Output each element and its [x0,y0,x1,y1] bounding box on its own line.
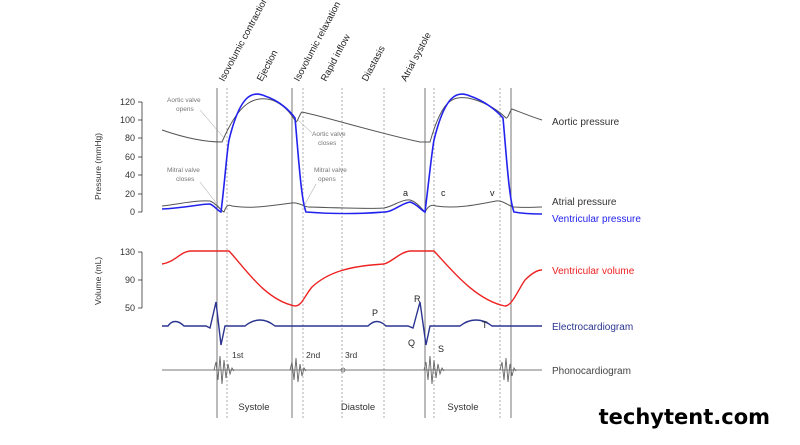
ecg-wave-q: Q [408,338,415,348]
heart-sound-2nd: 2nd [306,350,320,360]
atrial-wave-a: a [403,188,408,198]
label-atrial-pressure: Atrial pressure [552,197,617,208]
phonocardiogram [162,355,542,385]
annotation-mitral-closes-line2: closes [176,176,195,183]
label-phonocardiogram: Phonocardiogram [552,366,631,377]
annotation-aortic-closes-line1: Aortic valve [312,131,346,138]
phase-ejection: Ejection [255,48,281,83]
ecg-wave-labels: P Q R S T [372,294,488,354]
pressure-tick-label: 120 [120,97,135,107]
ecg-wave-p: P [372,308,378,318]
annotation-aortic-opens-line2: opens [176,106,194,113]
heart-sound-3rd: 3rd [345,350,358,360]
heart-sound-1st: 1st [232,350,244,360]
pressure-tick-label: 20 [125,189,135,199]
heart-sound-labels: 1st 2nd 3rd [232,350,358,360]
volume-tick-label: 50 [125,303,135,313]
phase-labels: Isovolumic contraction Ejection Isovolum… [217,0,434,83]
aortic-pressure-curve [161,97,543,143]
volume-axis: 130 90 50 Volume (mL) [93,247,143,313]
label-aortic-pressure: Aortic pressure [552,117,620,128]
ventricular-pressure-curve [161,93,543,215]
ecg-wave-r: R [414,294,421,304]
label-ventricular-volume: Ventricular volume [552,266,635,277]
phono-s2-burst [289,357,307,383]
annotation-aortic-opens-line1: Aortic valve [167,97,201,104]
period-systole: Systole [447,402,478,413]
pressure-axis-title: Pressure (mmHg) [93,133,103,200]
pressure-tick-label: 40 [125,170,135,180]
label-electrocardiogram: Electrocardiogram [552,322,633,333]
annotation-leader [199,181,221,209]
pressure-axis: 120 100 80 60 40 20 0 Pressure (mmHg) [93,97,143,217]
volume-tick-label: 90 [125,275,135,285]
ecg-wave-t: T [482,320,488,330]
annotation-mitral-closes-line1: Mitral valve [167,167,200,174]
atrial-pressure-curve [161,199,543,213]
atrial-wave-labels: a c v [403,188,495,198]
period-labels: Systole Diastole Systole [238,402,478,413]
phono-s1-burst [423,355,445,385]
ecg-wave-s: S [438,344,444,354]
phono-s1-burst [213,355,235,385]
watermark-logo: techytent.com [598,405,770,429]
annotation-aortic-closes-line2: closes [318,140,337,147]
annotation-mitral-opens-line1: Mitral valve [314,167,347,174]
annotation-mitral-opens-line2: opens [318,176,336,183]
phase-dividers [216,88,512,418]
phono-s2-burst [499,357,517,383]
volume-tick-label: 130 [120,247,135,257]
label-ventricular-pressure: Ventricular pressure [552,214,641,225]
phase-isovolumic-relaxation: Isovolumic relaxation [292,0,343,83]
pressure-tick-label: 100 [120,115,135,125]
ventricular-volume-curve [161,250,543,307]
phono-s3-mark [340,367,346,373]
period-diastole: Diastole [341,402,375,413]
phase-atrial-systole: Atrial systole [399,31,434,84]
pressure-tick-label: 60 [125,152,135,162]
ecg-curve [162,301,542,346]
atrial-wave-c: c [441,188,446,198]
curve-labels: Aortic pressure Atrial pressure Ventricu… [552,117,641,377]
valve-annotations: Aortic valve opens Aortic valve closes M… [167,97,347,209]
period-systole: Systole [238,402,269,413]
pressure-tick-label: 80 [125,133,135,143]
pressure-tick-label: 0 [130,207,135,217]
annotation-leader [303,183,317,207]
annotation-leader [297,119,313,134]
annotation-leader [199,109,225,139]
volume-axis-title: Volume (mL) [93,257,103,305]
phase-diastasis: Diastasis [360,44,388,83]
atrial-wave-v: v [490,188,495,198]
